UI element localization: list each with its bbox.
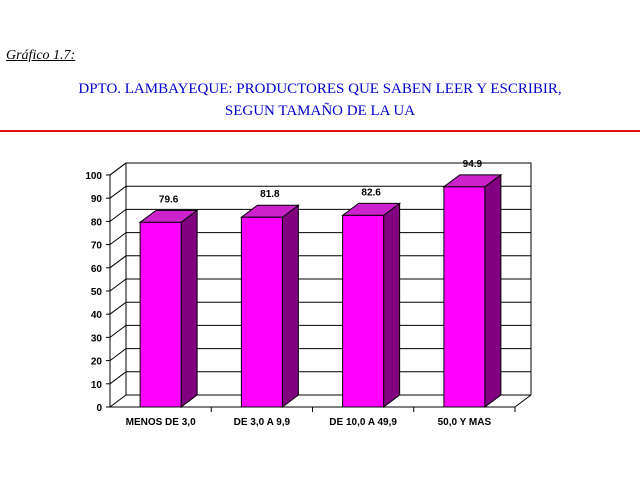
bar <box>443 186 486 408</box>
y-tick-label: 80 <box>91 217 103 228</box>
data-label: 82.6 <box>361 187 381 198</box>
data-label: 94.9 <box>463 159 483 170</box>
y-tick-label: 0 <box>96 403 102 414</box>
chart-title-line-1: DPTO. LAMBAYEQUE: PRODUCTORES QUE SABEN … <box>78 81 562 97</box>
y-tick-label: 90 <box>91 194 103 205</box>
y-tick-label: 20 <box>91 357 103 368</box>
bar-side <box>281 204 299 408</box>
gridline <box>109 162 531 176</box>
y-tick-label: 100 <box>85 171 102 182</box>
y-tick-label: 60 <box>91 264 103 275</box>
bar-side <box>383 202 401 408</box>
y-tick-label: 40 <box>91 310 103 321</box>
y-tick-label: 10 <box>91 380 103 391</box>
chart-labels: 0 10 20 30 40 50 60 70 80 90 100 79.6 MENOS DE 3,0 81… <box>85 159 491 428</box>
x-tick-label: 50,0 Y MAS <box>438 417 492 428</box>
y-tick-label: 30 <box>91 333 103 344</box>
bar <box>139 221 182 408</box>
y-tick-label: 50 <box>91 287 103 298</box>
figure-label: Gráfico 1.7: <box>6 48 76 63</box>
data-label: 81.8 <box>260 189 280 200</box>
chart-title-line-2: SEGUN TAMAÑO DE LA UA <box>224 103 416 119</box>
bar <box>342 214 385 408</box>
x-tick-label: DE 10,0 A 49,9 <box>329 417 397 428</box>
bar <box>240 216 283 408</box>
chart-bars <box>138 173 503 408</box>
y-tick-label: 70 <box>91 241 103 252</box>
x-tick-label: DE 3,0 A 9,9 <box>234 417 291 428</box>
gridline <box>109 185 531 199</box>
floor-right-edge <box>514 394 532 408</box>
bar-side <box>484 173 502 408</box>
x-tick-label: MENOS DE 3,0 <box>126 417 196 428</box>
chart-title: DPTO. LAMBAYEQUE: PRODUCTORES QUE SABEN … <box>0 78 640 122</box>
data-label: 79.6 <box>159 194 179 205</box>
bar-side <box>180 209 198 408</box>
red-divider-line <box>0 130 640 132</box>
